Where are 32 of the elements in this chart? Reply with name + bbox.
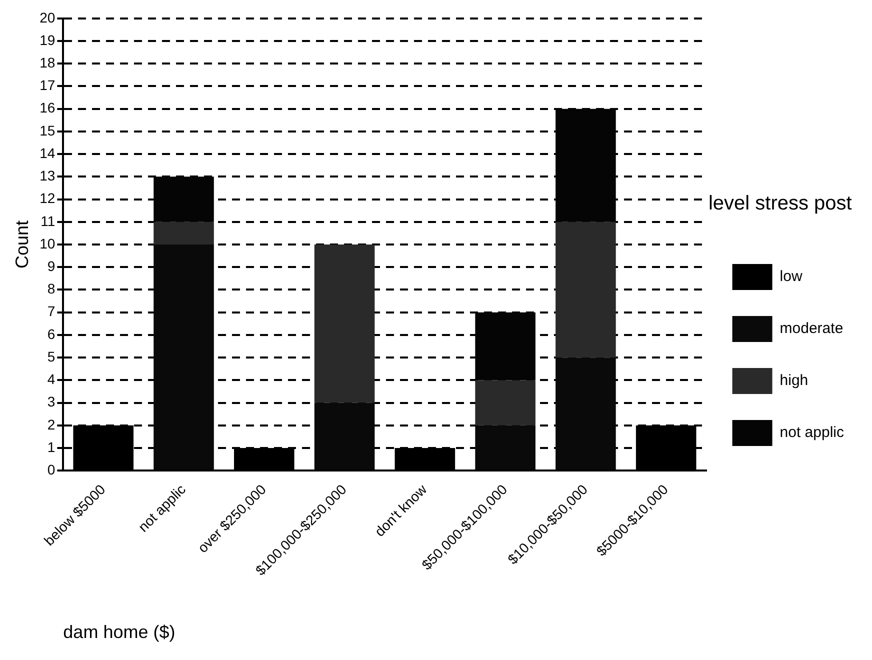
legend-label: low <box>780 268 802 286</box>
x-axis-title: dam home ($) <box>63 622 176 642</box>
bar <box>556 222 616 358</box>
legend-label: high <box>780 372 808 390</box>
y-tick-label: 19 <box>40 32 56 48</box>
y-tick-label: 13 <box>40 168 56 184</box>
legend-label: not applic <box>780 424 844 442</box>
y-tick-label: 1 <box>47 438 56 455</box>
y-tick-label: 12 <box>40 190 56 206</box>
legend-title: level stress post <box>708 192 852 215</box>
y-tick-label: 4 <box>47 371 56 388</box>
y-tick-label: 11 <box>40 212 56 229</box>
y-tick-label: 8 <box>47 280 56 297</box>
y-axis-title: Count <box>12 220 32 269</box>
y-tick-label: 15 <box>40 122 56 138</box>
y-tick-label: 5 <box>47 348 56 364</box>
y-tick-label: 2 <box>47 416 56 432</box>
y-tick-label: 10 <box>40 235 56 252</box>
legend-label: moderate <box>780 320 844 338</box>
y-tick-label: 20 <box>40 9 56 26</box>
y-tick-label: 16 <box>40 100 56 116</box>
y-tick-label: 7 <box>47 303 56 320</box>
y-tick-label: 17 <box>40 77 56 94</box>
y-tick-label: 6 <box>47 326 56 342</box>
y-tick-label: 0 <box>47 462 56 478</box>
bar <box>314 244 375 403</box>
bar <box>154 222 214 245</box>
y-tick-label: 3 <box>47 394 56 410</box>
y-tick-label: 18 <box>40 54 56 70</box>
y-tick-label: 14 <box>40 144 56 161</box>
bar <box>475 380 536 426</box>
y-tick-label: 9 <box>47 258 56 274</box>
